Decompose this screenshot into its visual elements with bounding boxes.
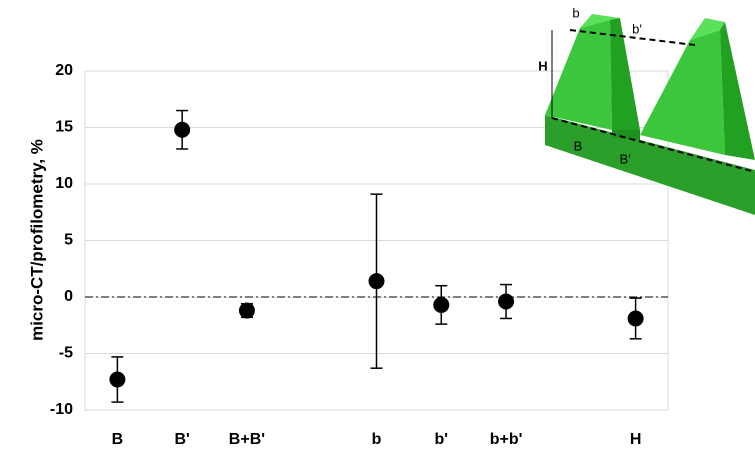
y-tick-label: 10: [55, 175, 73, 192]
y-tick-label: -10: [50, 401, 73, 418]
point: [628, 310, 644, 326]
point: [369, 273, 385, 289]
x-tick-label: b': [434, 431, 448, 448]
y-tick-label: 0: [64, 288, 73, 305]
x-tick-label: H: [630, 431, 642, 448]
x-tick-label: b: [372, 431, 382, 448]
inset-label: B′: [619, 151, 631, 166]
inset-label: H: [538, 58, 547, 73]
x-tick-label: B+B': [229, 431, 265, 448]
y-tick-label: 15: [55, 119, 73, 136]
y-axis-label: micro-CT/profilometry, %: [27, 139, 46, 341]
point: [239, 303, 255, 319]
y-tick-label: 20: [55, 62, 73, 79]
y-tick-label: -5: [59, 345, 73, 362]
y-tick-label: 5: [64, 232, 73, 249]
point: [433, 297, 449, 313]
point: [498, 294, 514, 310]
x-tick-label: B: [112, 431, 124, 448]
inset-shape: [545, 14, 755, 215]
x-tick-label: b+b': [490, 431, 523, 448]
chart: micro-CT/profilometry, % -10 -5 0 5 10 15 20 B B…: [0, 0, 755, 452]
point: [174, 122, 190, 138]
point: [109, 371, 125, 387]
x-tick-label: B': [174, 431, 189, 448]
inset-label: b: [572, 5, 579, 20]
inset-label: b′: [632, 21, 642, 36]
inset-label: B: [574, 138, 583, 153]
